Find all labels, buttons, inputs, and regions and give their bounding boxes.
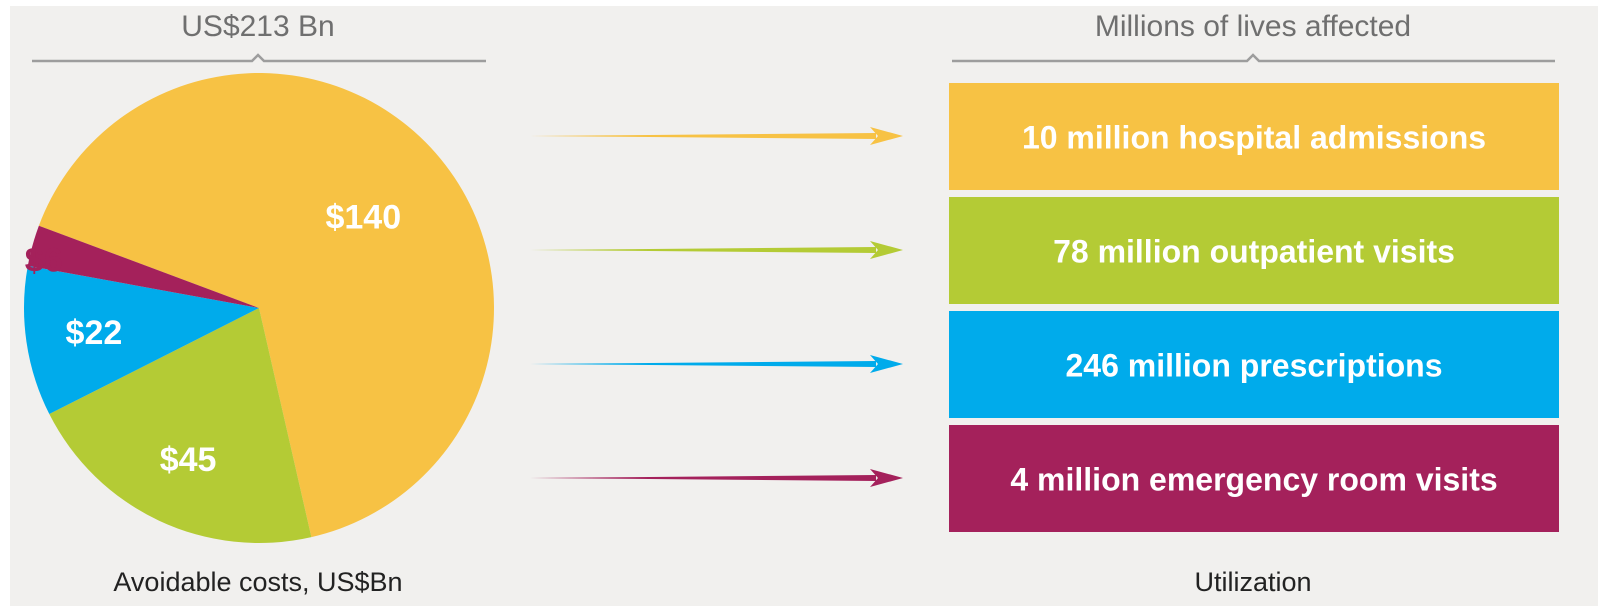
utilization-label: Utilization	[1194, 567, 1311, 597]
outcome-box-emergency-room-visits	[949, 425, 1559, 532]
pie-slice-prescriptions	[24, 265, 260, 415]
arrow-head-prescriptions	[870, 355, 903, 373]
pie-label-outpatient-visits: $45	[160, 441, 217, 479]
pie-slice-hospital-admissions	[38, 73, 494, 538]
arrow-head-hospital-admissions	[870, 127, 903, 145]
pie-slice-outpatient-visits	[49, 308, 312, 544]
total-cost-bracket	[32, 53, 486, 63]
lives-affected-bracket	[952, 53, 1555, 63]
outcome-text-prescriptions: 246 million prescriptions	[1066, 348, 1443, 384]
outcome-text-hospital-admissions: 10 million hospital admissions	[1022, 120, 1486, 156]
total-cost-label: US$213 Bn	[181, 10, 334, 43]
chart-svg: US$213 Bn Millions of lives affected $14…	[24, 10, 1559, 597]
outcome-text-emergency-room-visits: 4 million emergency room visits	[1010, 462, 1497, 498]
outcome-text-outpatient-visits: 78 million outpatient visits	[1053, 234, 1455, 270]
pie-label-emergency-room-visits: $6	[25, 242, 63, 280]
outcome-box-outpatient-visits	[949, 197, 1559, 304]
pie-slice-emergency-room-visits	[27, 225, 259, 308]
arrow-head-emergency-room-visits	[870, 469, 903, 487]
arrow-shaft-prescriptions	[530, 361, 876, 367]
arrow-shaft-emergency-room-visits	[530, 475, 876, 481]
lives-affected-label: Millions of lives affected	[1095, 10, 1411, 43]
pie-label-prescriptions: $22	[66, 314, 123, 352]
pie-label-hospital-admissions: $140	[325, 199, 401, 237]
outcome-boxes: 10 million hospital admissions 78 million…	[949, 83, 1559, 532]
arrow-shaft-hospital-admissions	[530, 133, 876, 139]
arrows	[530, 127, 903, 487]
chart-panel: US$213 Bn Millions of lives affected $14…	[10, 6, 1598, 606]
arrow-head-outpatient-visits	[870, 241, 903, 259]
arrow-shaft-outpatient-visits	[530, 247, 876, 253]
pie	[24, 73, 494, 544]
outcome-box-prescriptions	[949, 311, 1559, 418]
avoidable-costs-label: Avoidable costs, US$Bn	[113, 567, 402, 597]
outcome-box-hospital-admissions	[949, 83, 1559, 190]
pie-labels: $140 $45 $22$6	[25, 199, 401, 479]
